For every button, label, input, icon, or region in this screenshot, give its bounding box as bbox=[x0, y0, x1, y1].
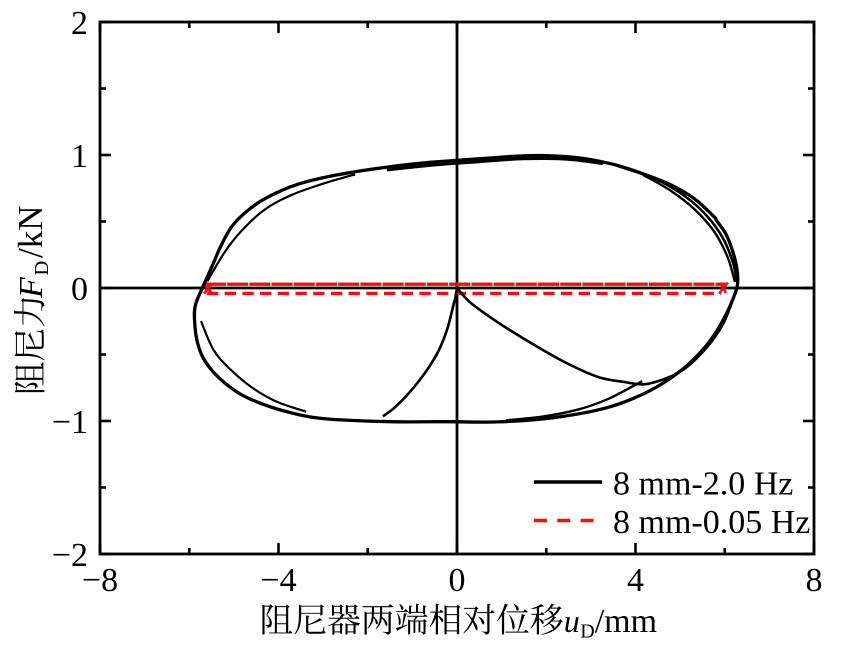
svg-text:1: 1 bbox=[71, 138, 88, 175]
svg-text:−8: −8 bbox=[82, 562, 118, 599]
svg-text:4: 4 bbox=[627, 562, 644, 599]
svg-text:8 mm-0.05 Hz: 8 mm-0.05 Hz bbox=[613, 504, 810, 541]
svg-text:u: u bbox=[564, 603, 580, 639]
svg-text:8 mm-2.0 Hz: 8 mm-2.0 Hz bbox=[613, 466, 793, 503]
svg-text:2: 2 bbox=[71, 5, 88, 42]
svg-text:0: 0 bbox=[449, 562, 466, 599]
svg-text:F: F bbox=[13, 276, 50, 299]
svg-text:−2: −2 bbox=[52, 537, 88, 574]
svg-text:−4: −4 bbox=[260, 562, 296, 599]
svg-text:/mm: /mm bbox=[595, 603, 657, 640]
svg-text:8: 8 bbox=[806, 562, 823, 599]
svg-text:0: 0 bbox=[71, 271, 88, 308]
svg-text:D: D bbox=[580, 621, 594, 643]
svg-text:/kN: /kN bbox=[11, 206, 50, 259]
svg-text:D: D bbox=[31, 261, 53, 276]
svg-text:−1: −1 bbox=[52, 404, 88, 441]
